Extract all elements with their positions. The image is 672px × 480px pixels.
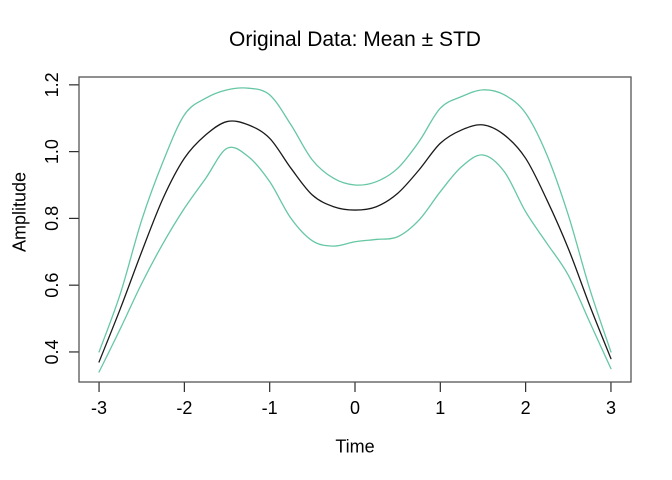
x-tick-label: 2: [521, 398, 531, 418]
y-tick-label: 0.6: [42, 273, 62, 298]
mean-line: [98, 120, 612, 363]
plot-border: [78, 76, 632, 383]
x-tick-label: 3: [606, 398, 616, 418]
y-tick-label: 0.4: [42, 339, 62, 364]
x-tick-label: 1: [435, 398, 445, 418]
x-tick-label: 0: [350, 398, 360, 418]
y-tick-label: 1.0: [42, 139, 62, 164]
lower-std-line: [98, 146, 612, 373]
chart-title: Original Data: Mean ± STD: [229, 28, 481, 51]
y-tick-label: 1.2: [42, 72, 62, 97]
x-axis-label: Time: [335, 436, 375, 457]
x-tick-label: -1: [262, 398, 278, 418]
y-tick-label: 0.8: [42, 206, 62, 231]
x-tick-label: -3: [91, 398, 107, 418]
x-tick-label: -2: [176, 398, 192, 418]
upper-std-line: [98, 87, 612, 353]
